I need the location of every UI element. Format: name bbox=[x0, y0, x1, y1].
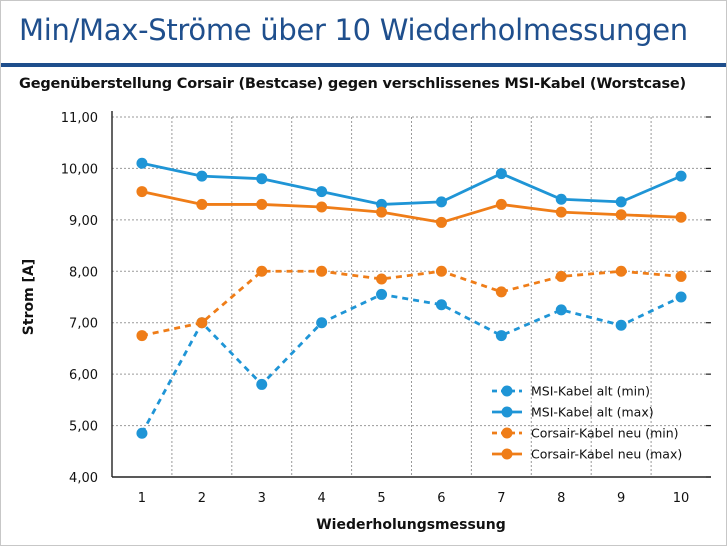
series-3 bbox=[136, 265, 687, 342]
data-point bbox=[555, 270, 567, 282]
series-line bbox=[141, 269, 682, 337]
x-tick-label: 5 bbox=[377, 491, 385, 506]
data-point bbox=[675, 270, 687, 282]
data-point bbox=[136, 157, 148, 169]
data-point bbox=[675, 211, 687, 223]
y-tick-label: 9,00 bbox=[69, 214, 98, 229]
y-tick-label: 6,00 bbox=[69, 368, 98, 383]
y-tick-labels: 4,00 5,00 6,00 7,00 8,00 9,00 10,00 11,00 bbox=[61, 111, 98, 486]
data-point bbox=[675, 170, 687, 182]
data-point bbox=[376, 206, 388, 218]
legend-marker bbox=[501, 427, 513, 439]
x-tick-label: 1 bbox=[138, 491, 146, 506]
data-point bbox=[256, 265, 268, 277]
data-point bbox=[435, 299, 447, 311]
data-point bbox=[555, 193, 567, 205]
data-point bbox=[196, 317, 208, 329]
legend-entry: Corsair-Kabel neu (min) bbox=[492, 426, 679, 441]
legend-marker bbox=[501, 385, 513, 397]
series-line bbox=[141, 190, 682, 224]
legend-entry: Corsair-Kabel neu (max) bbox=[492, 447, 682, 462]
data-point bbox=[675, 291, 687, 303]
data-point bbox=[136, 186, 148, 198]
legend-label: MSI-Kabel alt (max) bbox=[531, 405, 654, 420]
x-tick-label: 10 bbox=[673, 491, 690, 506]
data-point bbox=[495, 198, 507, 210]
legend-entry: MSI-Kabel alt (max) bbox=[492, 405, 654, 420]
x-tick-label: 4 bbox=[318, 491, 326, 506]
data-point bbox=[615, 209, 627, 221]
title-divider bbox=[1, 63, 726, 67]
series-line bbox=[140, 293, 682, 434]
data-point bbox=[376, 288, 388, 300]
legend-label: Corsair-Kabel neu (min) bbox=[531, 426, 679, 441]
data-point bbox=[316, 201, 328, 213]
data-point bbox=[615, 319, 627, 331]
data-point bbox=[256, 198, 268, 210]
data-point bbox=[316, 265, 328, 277]
series-4 bbox=[136, 186, 687, 228]
y-tick-label: 10,00 bbox=[61, 162, 98, 177]
y-tick-label: 8,00 bbox=[69, 265, 98, 280]
legend-entry: MSI-Kabel alt (min) bbox=[492, 384, 650, 399]
data-point bbox=[495, 286, 507, 298]
data-point bbox=[256, 378, 268, 390]
data-point bbox=[615, 196, 627, 208]
y-tick-label: 11,00 bbox=[61, 111, 98, 126]
data-point bbox=[435, 265, 447, 277]
chart-title: Min/Max-Ströme über 10 Wiederholmessunge… bbox=[19, 13, 688, 47]
title-bar: Min/Max-Ströme über 10 Wiederholmessunge… bbox=[1, 1, 726, 62]
data-point bbox=[495, 168, 507, 180]
data-point bbox=[196, 198, 208, 210]
data-point bbox=[495, 330, 507, 342]
data-point bbox=[615, 265, 627, 277]
series-2 bbox=[136, 157, 687, 210]
x-tick-labels: 1 2 3 4 5 6 7 8 9 10 bbox=[138, 491, 690, 506]
axes bbox=[111, 111, 711, 478]
chart-subtitle: Gegenüberstellung Corsair (Bestcase) geg… bbox=[19, 76, 686, 92]
data-point bbox=[316, 317, 328, 329]
y-tick-label: 7,00 bbox=[69, 317, 98, 332]
x-tick-label: 3 bbox=[258, 491, 266, 506]
y-tick-label: 5,00 bbox=[69, 420, 98, 435]
data-point bbox=[435, 216, 447, 228]
legend: MSI-Kabel alt (min) MSI-Kabel alt (max) Co… bbox=[492, 384, 682, 462]
x-tick-label: 6 bbox=[437, 491, 445, 506]
legend-label: MSI-Kabel alt (min) bbox=[531, 384, 650, 399]
data-point bbox=[196, 170, 208, 182]
data-point bbox=[555, 304, 567, 316]
x-axis-title: Wiederholungsmessung bbox=[316, 517, 506, 533]
data-point bbox=[316, 186, 328, 198]
x-tick-label: 2 bbox=[198, 491, 206, 506]
data-point bbox=[555, 206, 567, 218]
data-point bbox=[376, 273, 388, 285]
data-point bbox=[136, 330, 148, 342]
data-point bbox=[376, 198, 388, 210]
x-tick-label: 8 bbox=[557, 491, 565, 506]
y-axis-title: Strom [A] bbox=[21, 259, 37, 335]
legend-label: Corsair-Kabel neu (max) bbox=[531, 447, 682, 462]
x-tick-label: 7 bbox=[497, 491, 505, 506]
data-point bbox=[435, 196, 447, 208]
y-tick-label: 4,00 bbox=[69, 471, 98, 486]
data-point bbox=[256, 173, 268, 185]
legend-marker bbox=[501, 406, 513, 418]
x-tick-label: 9 bbox=[617, 491, 625, 506]
legend-marker bbox=[501, 448, 513, 460]
series-lines bbox=[136, 157, 687, 439]
series-line bbox=[141, 161, 682, 206]
data-point bbox=[136, 427, 148, 439]
